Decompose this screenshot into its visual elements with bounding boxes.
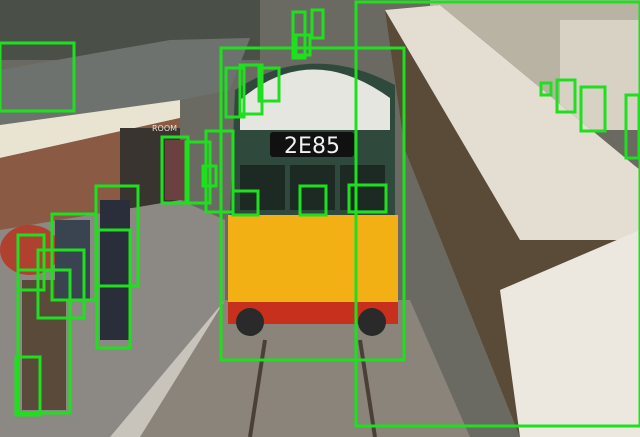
platform-edge xyxy=(110,300,230,437)
box xyxy=(238,63,264,116)
buffer xyxy=(358,308,386,336)
person xyxy=(100,200,130,340)
box xyxy=(310,8,325,40)
headcode: 2E85 xyxy=(284,134,340,159)
box xyxy=(201,164,218,188)
box xyxy=(257,66,281,103)
canopy-roof xyxy=(0,38,250,125)
rail xyxy=(358,339,377,437)
person xyxy=(165,140,185,200)
person xyxy=(22,280,66,410)
warning-panel xyxy=(228,215,398,305)
box xyxy=(14,355,42,417)
box xyxy=(298,184,328,217)
rail xyxy=(248,339,267,437)
box xyxy=(579,85,607,133)
canopy-valance xyxy=(0,100,180,158)
headcode-panel xyxy=(270,132,354,157)
window xyxy=(240,165,285,210)
box xyxy=(224,66,246,119)
box xyxy=(50,212,98,302)
coach-roof-near xyxy=(500,230,640,437)
buffer xyxy=(236,308,264,336)
box xyxy=(539,81,553,97)
box xyxy=(347,183,388,214)
box xyxy=(624,93,640,160)
coach-roof xyxy=(385,5,640,240)
box xyxy=(36,248,86,320)
box xyxy=(160,135,190,205)
box xyxy=(0,41,76,113)
sign: ROOM xyxy=(152,124,177,133)
box xyxy=(219,46,406,362)
box xyxy=(354,0,640,428)
box xyxy=(16,233,46,292)
window xyxy=(340,165,385,210)
detection-boxes xyxy=(0,0,640,428)
box xyxy=(204,129,235,214)
box xyxy=(555,78,577,114)
box xyxy=(16,268,72,415)
box xyxy=(184,140,212,205)
box xyxy=(294,33,312,57)
box xyxy=(231,189,260,217)
